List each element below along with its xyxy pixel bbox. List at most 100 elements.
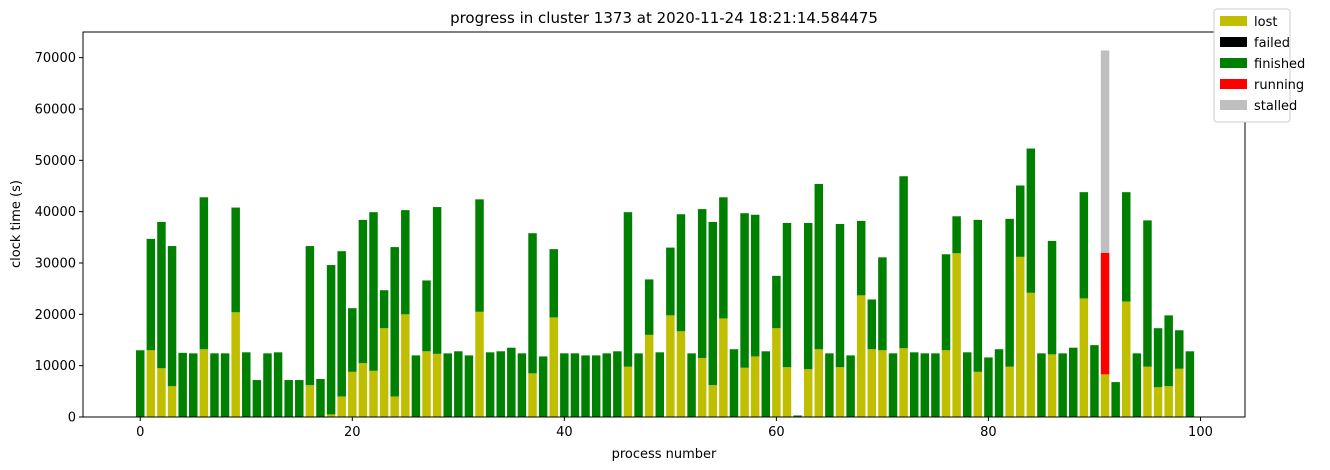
bar-segment bbox=[305, 246, 315, 386]
bar-segment bbox=[528, 233, 537, 374]
bar-segment bbox=[581, 355, 590, 417]
bar-segment bbox=[507, 347, 516, 417]
bar-segment bbox=[157, 368, 166, 417]
bar-segment bbox=[814, 183, 824, 350]
bar-segment bbox=[443, 353, 452, 417]
legend-label: lost bbox=[1254, 15, 1277, 30]
x-tick-label: 100 bbox=[1188, 425, 1213, 440]
bar-segment bbox=[591, 355, 601, 417]
bar-segment bbox=[348, 371, 357, 417]
bar-segment bbox=[782, 222, 792, 368]
bar-segment bbox=[1153, 328, 1163, 388]
bar-segment bbox=[295, 380, 304, 417]
bar-segment bbox=[231, 312, 240, 417]
bar-segment bbox=[867, 349, 877, 417]
bar-segment bbox=[1047, 240, 1057, 355]
bar-segment bbox=[358, 219, 368, 364]
y-tick-label: 50000 bbox=[35, 154, 76, 169]
bar-segment bbox=[1100, 374, 1110, 417]
bar-segment bbox=[909, 352, 919, 417]
bar-segment bbox=[485, 352, 495, 417]
bar-segment bbox=[549, 317, 558, 417]
bar-segment bbox=[199, 197, 209, 350]
bar-segment bbox=[666, 315, 675, 417]
bar-segment bbox=[750, 214, 760, 357]
bar-segment bbox=[199, 349, 209, 417]
bar-segment bbox=[348, 308, 357, 372]
bar-segment bbox=[994, 349, 1004, 417]
bar-segment bbox=[210, 353, 219, 417]
bar-segment bbox=[1069, 347, 1078, 417]
bar-segment bbox=[941, 254, 951, 351]
bar-segment bbox=[644, 279, 654, 335]
bar-segment bbox=[560, 353, 569, 417]
y-tick-label: 60000 bbox=[35, 103, 76, 118]
bar-segment bbox=[888, 353, 898, 417]
bar-segment bbox=[729, 349, 739, 417]
bar-segment bbox=[432, 353, 442, 417]
bar-segment bbox=[369, 370, 378, 417]
bar-segment bbox=[1015, 185, 1025, 257]
bar-segment bbox=[167, 386, 177, 417]
bar-segment bbox=[835, 223, 845, 368]
bar-segment bbox=[432, 207, 442, 354]
bar-segment bbox=[962, 352, 972, 417]
bar-segment bbox=[697, 209, 707, 358]
x-tick-label: 20 bbox=[344, 425, 361, 440]
bar-segment bbox=[708, 385, 718, 417]
bar-segment bbox=[326, 265, 336, 415]
bar-segment bbox=[1122, 192, 1131, 302]
y-tick-label: 10000 bbox=[35, 359, 76, 374]
bar-segment bbox=[1026, 292, 1036, 417]
legend-label: failed bbox=[1254, 36, 1290, 51]
y-tick-label: 20000 bbox=[35, 308, 76, 323]
bar-segment bbox=[1143, 220, 1152, 367]
bar-segment bbox=[697, 357, 707, 417]
bar-segment bbox=[719, 197, 728, 319]
bar-segment bbox=[1047, 354, 1057, 417]
bar-segment bbox=[602, 353, 611, 417]
bar-segment bbox=[740, 213, 749, 368]
bar-segment bbox=[1005, 366, 1014, 417]
bar-segment bbox=[941, 350, 951, 417]
x-tick-label: 0 bbox=[136, 425, 144, 440]
bar-segment bbox=[1015, 256, 1025, 417]
bar-segment bbox=[422, 280, 431, 352]
bar-segment bbox=[878, 257, 887, 351]
bar-segment bbox=[284, 380, 293, 417]
plot-frame bbox=[82, 31, 1246, 418]
bar-segment bbox=[803, 369, 813, 417]
bar-segment bbox=[803, 222, 813, 370]
bar-segment bbox=[167, 246, 177, 387]
bar-segment bbox=[1079, 192, 1089, 299]
bar-segment bbox=[178, 352, 187, 417]
x-axis-label: process number bbox=[612, 447, 717, 462]
bar-segment bbox=[793, 415, 802, 417]
bar-segment bbox=[825, 353, 834, 417]
x-tick-label: 80 bbox=[980, 425, 997, 440]
bar-segment bbox=[782, 367, 792, 417]
bar-segment bbox=[411, 355, 421, 417]
bar-segment bbox=[1143, 366, 1152, 417]
bar-segment bbox=[920, 353, 930, 417]
legend-swatch bbox=[1220, 37, 1247, 47]
bar-segment bbox=[390, 396, 399, 417]
bar-segment bbox=[899, 348, 908, 417]
bar-segment bbox=[422, 351, 431, 417]
bar-segment bbox=[157, 221, 166, 369]
bar-segment bbox=[252, 380, 262, 417]
bar-segment bbox=[719, 318, 728, 417]
bar-segment bbox=[401, 314, 410, 417]
bar-segment bbox=[1111, 382, 1120, 417]
bar-segment bbox=[220, 353, 230, 417]
bar-segment bbox=[984, 357, 993, 417]
bar-segment bbox=[475, 199, 484, 312]
bar-segment bbox=[655, 352, 664, 417]
bar-segment bbox=[475, 311, 484, 417]
bar-segment bbox=[623, 366, 633, 417]
bar-segment bbox=[316, 379, 325, 417]
bar-segment bbox=[772, 328, 781, 417]
bar-segment bbox=[1175, 368, 1184, 417]
